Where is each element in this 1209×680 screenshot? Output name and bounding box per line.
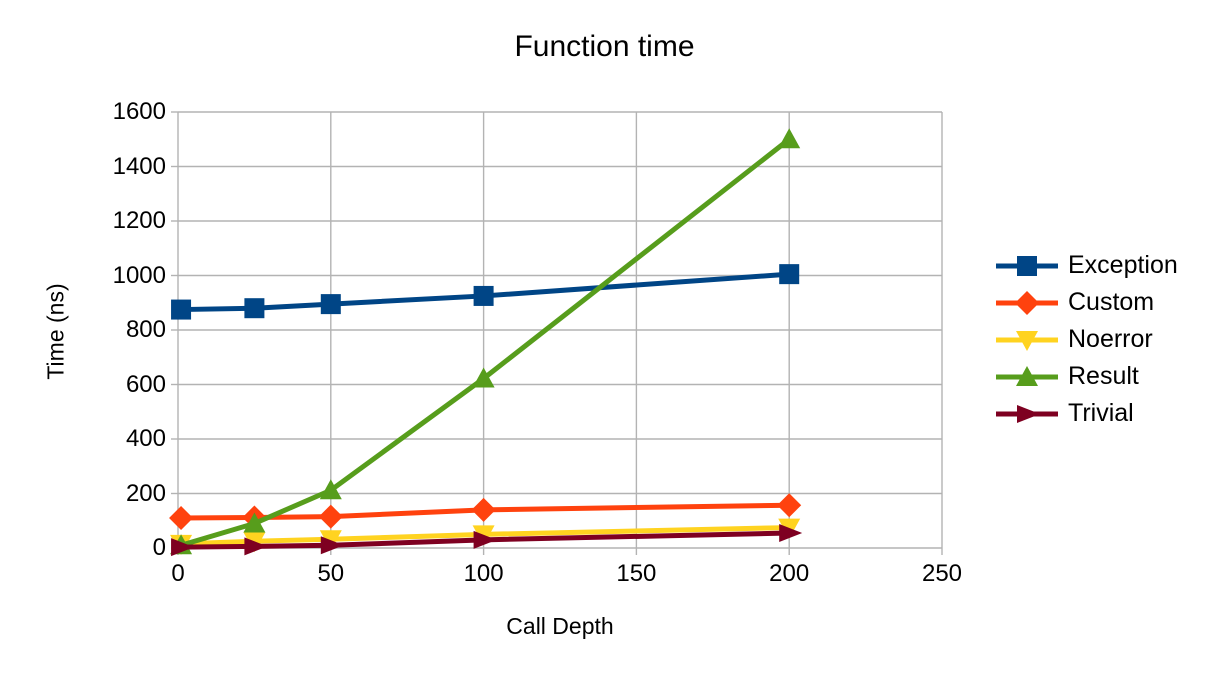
y-tick-label: 1200 (112, 207, 166, 234)
data-point-custom (169, 506, 194, 531)
x-tick-label: 250 (921, 560, 963, 587)
data-point-custom (471, 497, 496, 522)
chart-title: Function time (514, 30, 695, 63)
legend-marker-noerror (996, 330, 1058, 351)
legend-marker-result (996, 365, 1058, 386)
x-axis-title: Call Depth (506, 613, 614, 639)
legend-label-result: Result (1068, 362, 1139, 390)
legend-symbol-result (1016, 365, 1038, 386)
data-point-trivial (473, 530, 497, 549)
data-point-trivial (244, 537, 268, 556)
data-point-exception (320, 294, 341, 315)
x-tick-label: 0 (171, 560, 185, 587)
legend-item-noerror: Noerror (995, 321, 1178, 358)
y-tick-label: 800 (125, 316, 166, 343)
y-tick-label: 400 (125, 425, 166, 452)
legend-marker-trivial (996, 404, 1058, 423)
data-point-result (243, 512, 266, 533)
legend-item-exception: Exception (995, 247, 1178, 284)
legend-label-exception: Exception (1068, 251, 1178, 279)
x-tick-label: 100 (463, 560, 504, 587)
legend-label-trivial: Trivial (1068, 399, 1134, 427)
data-point-exception (779, 264, 800, 285)
y-tick-label: 1400 (112, 152, 166, 180)
legend-symbol-exception (1017, 255, 1037, 276)
legend-symbol-custom (1015, 290, 1039, 315)
y-tick-label: 1600 (112, 98, 166, 125)
legend-symbol-noerror (1016, 330, 1038, 351)
x-tick-label: 200 (769, 560, 810, 587)
data-point-result (319, 479, 342, 500)
legend-item-custom: Custom (995, 284, 1178, 321)
legend-label-noerror: Noerror (1068, 325, 1153, 353)
data-point-custom (777, 493, 802, 518)
x-tick-label: 150 (616, 560, 657, 587)
legend-label-custom: Custom (1068, 288, 1155, 316)
legend-item-result: Result (995, 358, 1178, 395)
data-point-custom (318, 504, 343, 529)
y-tick-label: 600 (125, 370, 166, 398)
data-point-trivial (320, 536, 344, 555)
data-point-result (778, 128, 801, 149)
x-tick-label: 50 (317, 560, 345, 587)
y-tick-label: 200 (125, 479, 166, 507)
data-point-trivial (171, 538, 195, 557)
data-point-exception (244, 298, 265, 319)
y-axis-title: Time (ns) (42, 283, 69, 380)
data-point-trivial (779, 524, 803, 543)
legend-symbol-trivial (1017, 404, 1040, 423)
data-point-exception (473, 285, 494, 306)
series-line-result (180, 137, 791, 548)
legend-item-trivial: Trivial (995, 395, 1178, 432)
data-point-exception (171, 299, 192, 320)
y-tick-label: 0 (152, 534, 166, 561)
legend: Exception Custom Noerror Result Trivial (995, 247, 1178, 432)
legend-marker-exception (996, 255, 1058, 276)
data-point-result (472, 367, 495, 388)
y-tick-label: 1000 (112, 261, 166, 289)
legend-marker-custom (996, 290, 1058, 315)
